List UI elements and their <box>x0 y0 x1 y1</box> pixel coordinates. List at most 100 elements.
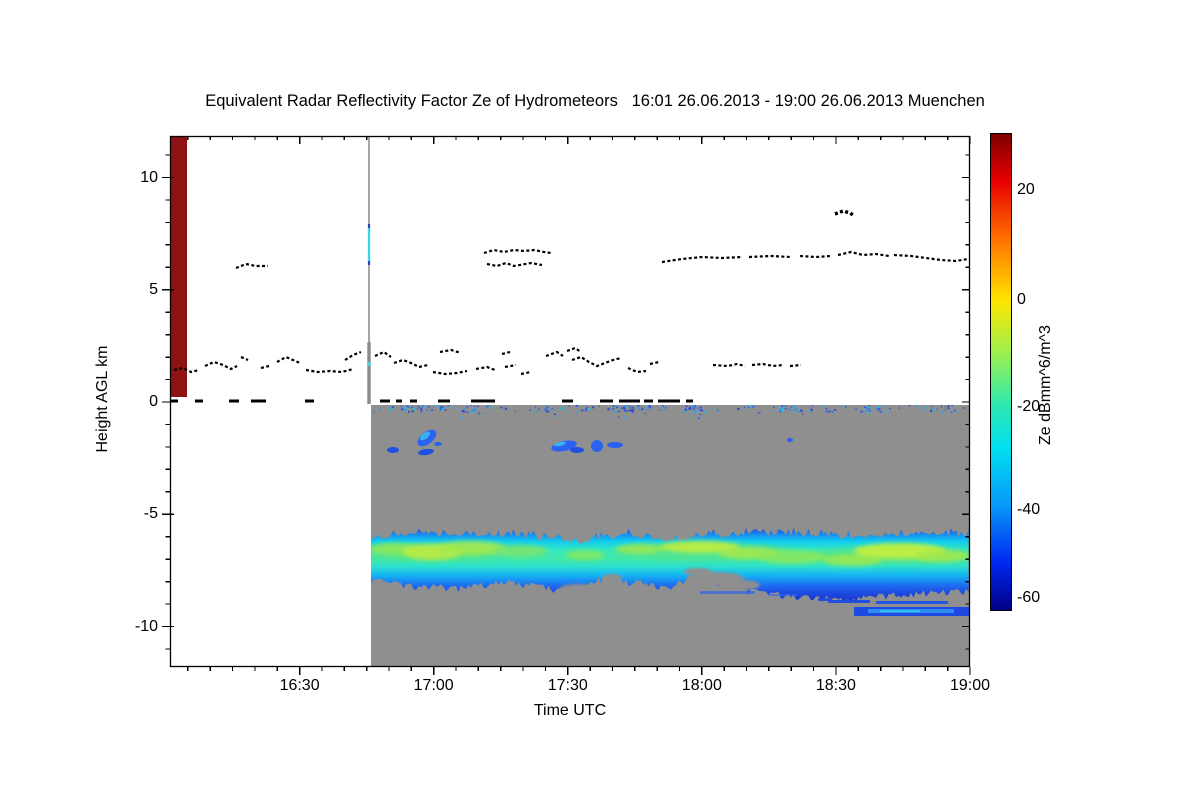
speckle <box>662 405 664 407</box>
y-tick-label: 10 <box>140 168 158 186</box>
speckle <box>410 406 414 408</box>
speckle <box>784 408 787 410</box>
speckle <box>471 409 473 412</box>
cloud-detection <box>751 362 784 368</box>
speckle <box>692 405 695 408</box>
speckle <box>864 411 867 414</box>
colorbar-gradient <box>990 133 1012 611</box>
speckle <box>924 407 927 409</box>
speckle <box>456 407 459 409</box>
speckle <box>867 411 870 413</box>
speckle <box>638 408 641 411</box>
speckle <box>779 409 781 411</box>
speckle <box>932 408 934 411</box>
y-tick-label: 5 <box>149 280 158 298</box>
speckle <box>693 406 696 409</box>
speckle <box>441 406 445 409</box>
echo-core <box>565 550 605 560</box>
speckle <box>874 407 877 409</box>
speckle <box>884 411 886 413</box>
speckle <box>610 407 612 409</box>
speckle <box>406 406 409 408</box>
speckle <box>607 408 610 411</box>
speckle <box>389 409 392 411</box>
speckle <box>779 410 782 413</box>
speckle <box>948 405 950 407</box>
speckle <box>466 411 469 414</box>
speckle <box>420 410 423 413</box>
speckle <box>500 406 503 409</box>
speckle <box>877 408 880 411</box>
speckle <box>844 405 847 407</box>
speckle <box>646 409 650 411</box>
speckle <box>401 407 403 410</box>
speckle <box>898 407 900 409</box>
colorbar-tick-label: -40 <box>1017 501 1041 518</box>
speckle <box>793 405 795 406</box>
speckle <box>908 405 911 407</box>
speckle <box>932 409 935 412</box>
speckle <box>748 406 750 409</box>
speckle <box>424 405 426 408</box>
speckle <box>915 405 919 407</box>
speckle <box>633 407 635 410</box>
speckle <box>682 411 685 413</box>
speckle <box>793 406 795 409</box>
blue-blob <box>554 441 566 447</box>
speckle <box>953 409 957 412</box>
cloud-detection <box>566 346 582 353</box>
cloud-detection <box>204 360 238 371</box>
speckle <box>576 405 579 407</box>
x-tick-label: 18:00 <box>681 677 722 694</box>
speckle <box>688 406 692 408</box>
colorbar-title: Ze dBmm^6/m^3 <box>1037 325 1054 445</box>
echo-core <box>822 554 882 566</box>
speckle <box>879 411 881 413</box>
cloud-detection <box>789 363 802 368</box>
speckle <box>556 415 558 418</box>
speckle <box>450 406 452 408</box>
echo-gap <box>558 584 598 596</box>
blue-streak <box>828 600 870 603</box>
speckle <box>694 410 697 413</box>
cloud-detection <box>520 370 532 376</box>
speckle <box>436 405 438 407</box>
speckle <box>829 410 832 412</box>
axis-ticks <box>162 136 971 675</box>
speckle <box>854 408 858 410</box>
speckle <box>831 410 834 413</box>
speckle <box>826 406 828 408</box>
speckle <box>931 408 933 411</box>
speckle <box>444 409 447 411</box>
speckle <box>794 408 797 411</box>
cloud-detection <box>712 362 746 368</box>
speckle <box>544 408 547 411</box>
speckle <box>616 411 618 414</box>
speckle <box>637 405 640 408</box>
speckle <box>373 411 375 413</box>
artifact-line-thick <box>367 342 371 404</box>
cloud-detection <box>439 348 462 355</box>
cloud-detection <box>483 248 552 255</box>
speckle <box>802 413 804 415</box>
blue-blob <box>570 447 584 453</box>
speckle <box>940 406 943 409</box>
speckle <box>834 409 837 411</box>
speckle <box>435 405 438 407</box>
cloud-detection <box>344 350 362 361</box>
speckle <box>692 408 695 410</box>
speckle <box>624 416 626 418</box>
speckle <box>698 408 701 410</box>
speckle <box>628 409 631 412</box>
cloud-detection <box>504 363 517 369</box>
speckle <box>412 408 415 410</box>
x-axis-title: Time UTC <box>533 702 607 719</box>
speckle <box>810 408 813 411</box>
echo-core <box>758 550 826 564</box>
speckle <box>420 408 423 411</box>
speckle <box>944 409 946 411</box>
speckle <box>947 407 950 410</box>
speckle <box>812 405 814 407</box>
speckle <box>429 406 431 408</box>
speckle <box>749 405 751 407</box>
